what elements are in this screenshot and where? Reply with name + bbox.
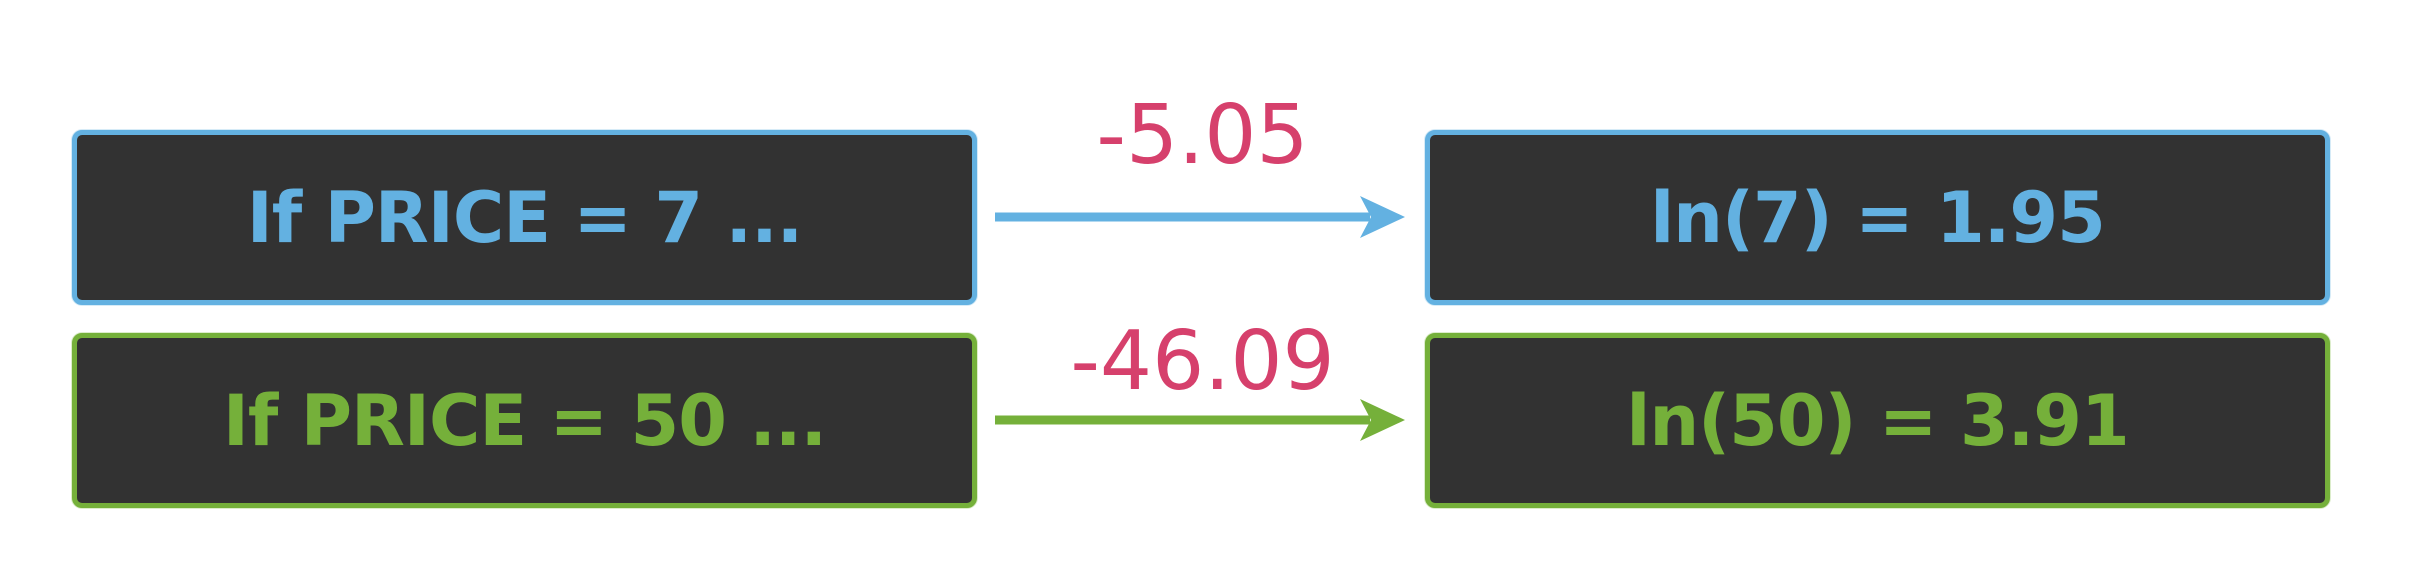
effect-value: -5.05 xyxy=(1096,88,1309,183)
row-price-50: If PRICE = 50 ... -46.09 ln(50) = 3.91 xyxy=(0,321,2430,508)
right-arrow-icon xyxy=(995,196,1405,238)
result-box-ln-7: ln(7) = 1.95 xyxy=(1425,130,2330,305)
result-label: ln(7) = 1.95 xyxy=(1650,176,2106,259)
row-price-7: If PRICE = 7 ... -5.05 ln(7) = 1.95 xyxy=(0,95,2430,305)
result-box-ln-50: ln(50) = 3.91 xyxy=(1425,333,2330,508)
condition-box-price-7: If PRICE = 7 ... xyxy=(72,130,977,305)
result-label: ln(50) = 3.91 xyxy=(1626,379,2129,462)
right-arrow-icon xyxy=(995,399,1405,441)
condition-label: If PRICE = 50 ... xyxy=(222,379,827,462)
effect-value: -46.09 xyxy=(1070,314,1335,409)
condition-label: If PRICE = 7 ... xyxy=(246,176,804,259)
condition-box-price-50: If PRICE = 50 ... xyxy=(72,333,977,508)
